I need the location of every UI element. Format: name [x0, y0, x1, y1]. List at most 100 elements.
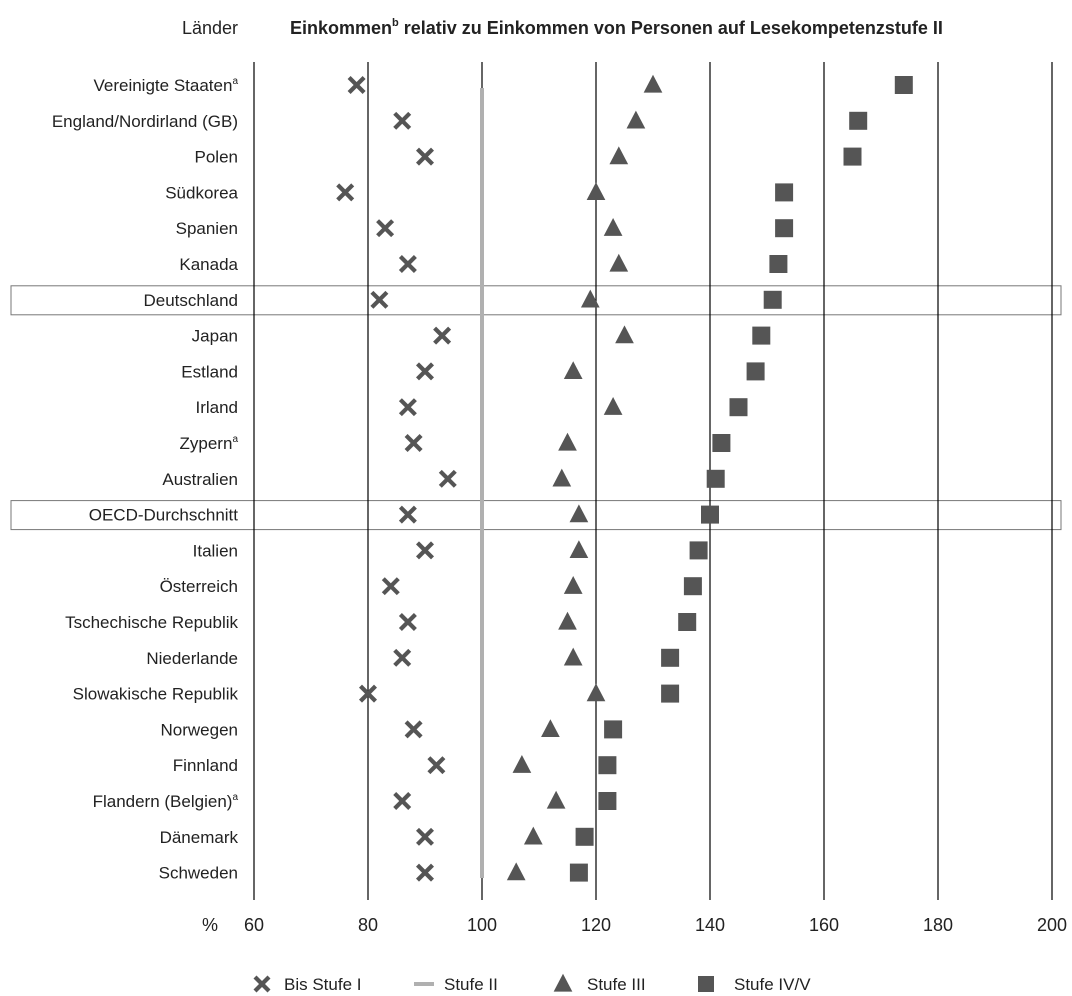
- x-marker: [438, 469, 457, 488]
- country-superscript: a: [232, 76, 238, 87]
- x-marker: [416, 362, 434, 381]
- country-name: England/Nordirland (GB): [52, 112, 238, 131]
- country-name: Flandern (Belgien): [93, 792, 233, 811]
- country-label: Irland: [195, 398, 238, 417]
- triangle-marker: [586, 182, 606, 201]
- x-marker-stroke: [393, 648, 412, 667]
- x-marker: [398, 505, 417, 524]
- x-marker-stroke: [336, 183, 355, 202]
- country-label: Dänemark: [160, 828, 239, 847]
- chart-title-superscript: b: [392, 17, 399, 29]
- x-axis-unit: %: [202, 915, 218, 935]
- country-name: OECD-Durchschnitt: [89, 506, 239, 525]
- x-marker: [404, 720, 423, 739]
- country-name: Polen: [195, 148, 238, 167]
- country-name: Irland: [195, 398, 238, 417]
- x-marker-stroke: [398, 255, 417, 273]
- country-label: OECD-Durchschnitt: [89, 506, 239, 525]
- country-name: Kanada: [179, 255, 238, 274]
- x-marker: [433, 326, 452, 345]
- x-tick-label: 60: [244, 915, 264, 935]
- x-marker: [393, 648, 412, 667]
- country-name: Japan: [192, 327, 238, 346]
- country-label: Kanada: [179, 255, 238, 274]
- square-marker: [752, 326, 771, 345]
- triangle-marker: [603, 397, 623, 415]
- grid-lines: [253, 62, 1053, 900]
- country-name: Südkorea: [165, 183, 238, 202]
- square-marker: [598, 756, 617, 775]
- triangle-marker: [541, 719, 560, 738]
- x-marker-stroke: [393, 792, 412, 810]
- square-marker: [569, 863, 588, 882]
- country-label: Japan: [192, 327, 238, 346]
- x-marker-stroke: [398, 398, 417, 417]
- country-superscript: a: [232, 434, 238, 445]
- x-marker-stroke: [253, 975, 271, 993]
- country-name: Spanien: [176, 219, 238, 238]
- x-marker: [347, 76, 366, 94]
- country-name: Schweden: [159, 864, 238, 883]
- x-tick-label: 200: [1037, 915, 1067, 935]
- legend-label: Stufe III: [587, 975, 646, 994]
- x-tick-label: 140: [695, 915, 725, 935]
- legend: Bis Stufe I Stufe II Stufe III Stufe IV/V: [253, 973, 811, 994]
- square-marker: [706, 469, 725, 488]
- country-column-label: Länder: [182, 18, 238, 38]
- country-label: Deutschland: [143, 291, 238, 310]
- country-name: Österreich: [160, 577, 238, 596]
- chart-title: Einkommenb relativ zu Einkommen von Pers…: [290, 17, 943, 38]
- country-label: Südkorea: [165, 183, 238, 202]
- x-marker-stroke: [398, 505, 417, 524]
- square-marker: [746, 362, 765, 381]
- country-name: Dänemark: [160, 828, 239, 847]
- triangle-marker: [603, 218, 623, 236]
- chart-title-main: Einkommen: [290, 18, 392, 38]
- highlight-rows: [10, 285, 1062, 531]
- square-marker: [769, 255, 788, 273]
- x-marker-stroke: [376, 219, 395, 238]
- x-marker-stroke: [359, 684, 377, 703]
- x-marker: [370, 290, 389, 309]
- legend-label: Stufe II: [444, 975, 498, 994]
- x-marker: [398, 398, 417, 417]
- x-marker: [336, 183, 355, 202]
- country-name: Tschechische Republik: [65, 613, 238, 632]
- triangle-marker: [563, 647, 583, 666]
- square-marker: [604, 720, 623, 739]
- data-points: [336, 74, 913, 882]
- country-label: Vereinigte Staatena: [93, 76, 238, 95]
- square-marker: [763, 290, 782, 309]
- country-name: Deutschland: [143, 291, 238, 310]
- country-label: Norwegen: [161, 720, 239, 739]
- country-label: Finnland: [173, 756, 238, 775]
- x-marker: [427, 756, 446, 775]
- country-label: Zyperna: [180, 434, 239, 453]
- country-label: Slowakische Republik: [73, 685, 239, 704]
- highlight-box: [10, 500, 1062, 531]
- triangle-marker: [609, 253, 629, 272]
- square-marker: [689, 541, 708, 560]
- country-label: England/Nordirland (GB): [52, 112, 238, 131]
- country-name: Zypern: [180, 434, 233, 453]
- x-marker-stroke: [416, 541, 434, 560]
- x-marker-stroke: [416, 863, 434, 882]
- triangle-marker: [558, 432, 577, 451]
- square-marker: [894, 76, 913, 94]
- x-marker: [416, 541, 434, 560]
- square-marker: [849, 111, 868, 130]
- triangle-marker: [586, 683, 606, 702]
- legend-label: Stufe IV/V: [734, 975, 811, 994]
- country-name: Italien: [193, 541, 238, 560]
- x-marker: [381, 577, 400, 596]
- country-label: Schweden: [159, 864, 238, 883]
- country-name: Australien: [162, 470, 238, 489]
- country-label: Tschechische Republik: [65, 613, 238, 632]
- square-marker: [661, 648, 680, 667]
- triangle-marker: [553, 973, 573, 992]
- triangle-marker: [626, 110, 646, 129]
- triangle-marker: [563, 361, 583, 380]
- x-marker-stroke: [416, 827, 434, 846]
- country-label: Österreich: [160, 577, 238, 596]
- x-marker-stroke: [416, 362, 434, 381]
